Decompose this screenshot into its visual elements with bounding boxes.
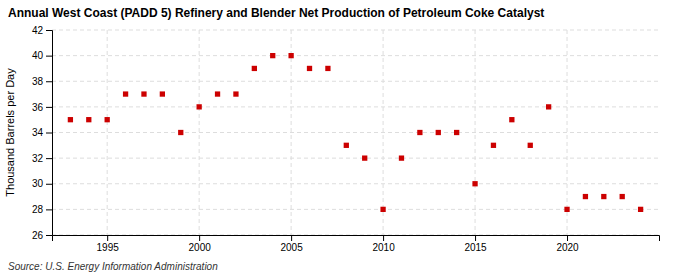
tick: 1995 bbox=[97, 235, 120, 253]
tick-label: 40 bbox=[32, 50, 44, 61]
tick-mark bbox=[46, 133, 52, 134]
point bbox=[178, 130, 183, 135]
tick-label: 32 bbox=[32, 153, 44, 164]
point bbox=[344, 143, 349, 148]
point bbox=[307, 66, 312, 71]
grid-line bbox=[52, 30, 659, 31]
tick: 2020 bbox=[556, 235, 579, 253]
tick: 34 bbox=[32, 127, 52, 138]
axis-line bbox=[53, 236, 660, 242]
tick: 28 bbox=[32, 204, 52, 215]
tick-label: 2000 bbox=[189, 242, 212, 253]
tick-mark bbox=[46, 235, 52, 236]
tick-label: 30 bbox=[32, 178, 44, 189]
tick-mark bbox=[107, 235, 108, 241]
tick-mark bbox=[46, 107, 52, 108]
point bbox=[362, 155, 367, 160]
point bbox=[325, 66, 330, 71]
point bbox=[288, 53, 293, 58]
point bbox=[215, 91, 220, 96]
tick-mark bbox=[383, 235, 384, 241]
tick-label: 1995 bbox=[97, 242, 120, 253]
tick: 38 bbox=[32, 76, 52, 87]
tick-mark bbox=[46, 209, 52, 210]
tick-label: 2020 bbox=[556, 242, 579, 253]
tick-label: 2015 bbox=[464, 242, 487, 253]
plot: 1995 2000 2005 2010 2015 2020 26 28 30 32 34 36 38 40… bbox=[32, 25, 660, 253]
grid-line bbox=[52, 55, 659, 56]
tick-label: 42 bbox=[32, 25, 44, 36]
tick-mark bbox=[567, 235, 568, 241]
point bbox=[436, 130, 441, 135]
tick-label: 38 bbox=[32, 76, 44, 87]
tick: 42 bbox=[32, 25, 52, 36]
tick: 40 bbox=[32, 50, 52, 61]
point bbox=[123, 91, 128, 96]
point bbox=[399, 155, 404, 160]
point bbox=[454, 130, 459, 135]
point bbox=[270, 53, 275, 58]
grid bbox=[52, 30, 659, 235]
tick-mark bbox=[291, 235, 292, 241]
point bbox=[546, 104, 551, 109]
tick-mark bbox=[199, 235, 200, 241]
grid-line bbox=[52, 106, 659, 107]
point bbox=[252, 66, 257, 71]
grid-line bbox=[52, 183, 659, 184]
point bbox=[472, 181, 477, 186]
tick-label: 26 bbox=[32, 230, 44, 241]
tick-mark bbox=[46, 56, 52, 57]
point bbox=[141, 91, 146, 96]
tick-mark bbox=[46, 81, 52, 82]
tick-mark bbox=[46, 30, 52, 31]
source: Source: U.S. Energy Information Administ… bbox=[8, 261, 218, 272]
tick-mark bbox=[46, 184, 52, 185]
point bbox=[380, 207, 385, 212]
tick-label: 36 bbox=[32, 102, 44, 113]
point bbox=[564, 207, 569, 212]
tick-label: 2010 bbox=[372, 242, 395, 253]
point bbox=[105, 117, 110, 122]
tick-mark bbox=[475, 235, 476, 241]
tick: 2005 bbox=[280, 235, 303, 253]
tick: 32 bbox=[32, 153, 52, 164]
grid-line bbox=[52, 132, 659, 133]
title: Annual West Coast (PADD 5) Refinery and … bbox=[8, 6, 544, 20]
chart: 1995 2000 2005 2010 2015 2020 26 28 30 32 34 36 38 40… bbox=[0, 0, 675, 275]
tick-mark bbox=[46, 158, 52, 159]
point bbox=[583, 194, 588, 199]
tick-label: 28 bbox=[32, 204, 44, 215]
grid-line bbox=[52, 81, 659, 82]
point bbox=[509, 117, 514, 122]
grid-line bbox=[107, 30, 108, 235]
x-axis: 1995 2000 2005 2010 2015 2020 bbox=[53, 235, 660, 253]
tick: 2000 bbox=[189, 235, 212, 253]
points bbox=[68, 53, 644, 212]
point bbox=[233, 91, 238, 96]
tick-label: 34 bbox=[32, 127, 44, 138]
axis-line bbox=[46, 31, 53, 236]
y-axis: 26 28 30 32 34 36 38 40 42 bbox=[32, 25, 53, 241]
point bbox=[160, 91, 165, 96]
point bbox=[197, 104, 202, 109]
tick: 26 bbox=[32, 230, 52, 241]
tick: 30 bbox=[32, 178, 52, 189]
y-label: Thousand Barrels per Day bbox=[4, 68, 16, 197]
point bbox=[491, 143, 496, 148]
grid-line bbox=[52, 158, 659, 159]
tick: 2015 bbox=[464, 235, 487, 253]
tick-label: 2005 bbox=[280, 242, 303, 253]
tick: 36 bbox=[32, 102, 52, 113]
point bbox=[601, 194, 606, 199]
point bbox=[86, 117, 91, 122]
point bbox=[638, 207, 643, 212]
tick: 2010 bbox=[372, 235, 395, 253]
point bbox=[68, 117, 73, 122]
point bbox=[417, 130, 422, 135]
point bbox=[620, 194, 625, 199]
point bbox=[528, 143, 533, 148]
